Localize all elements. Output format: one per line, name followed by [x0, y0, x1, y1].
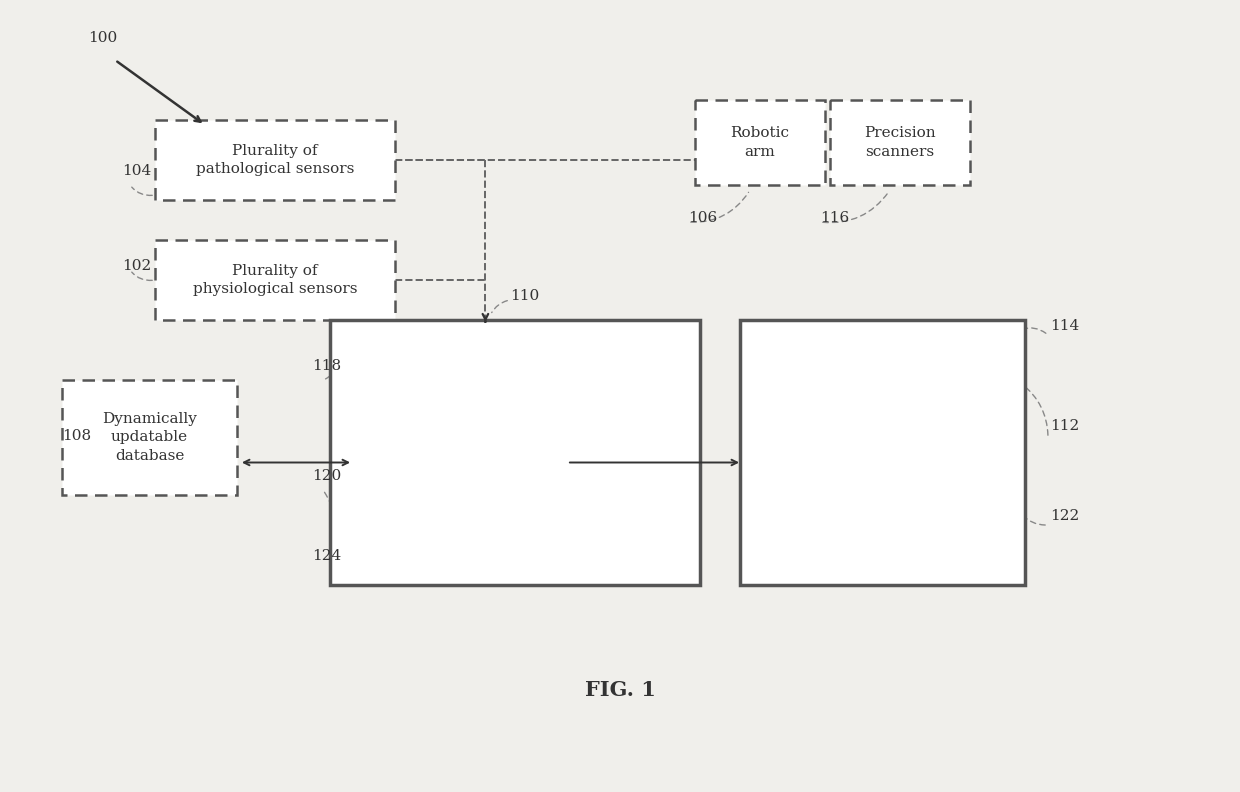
Text: Plurality of
physiological sensors: Plurality of physiological sensors: [192, 264, 357, 296]
Bar: [763, 455, 997, 570]
Text: Communication
module: Communication module: [399, 447, 521, 478]
Bar: [355, 335, 565, 400]
Bar: [694, 100, 825, 185]
Text: 106: 106: [688, 211, 717, 225]
Bar: [355, 510, 565, 575]
Text: Precision
scanners: Precision scanners: [864, 126, 936, 158]
Text: 108: 108: [62, 429, 91, 443]
Text: Report
generation
module: Report generation module: [837, 487, 921, 538]
Text: 102: 102: [122, 259, 151, 273]
Bar: [355, 430, 565, 495]
Text: 112: 112: [1050, 419, 1079, 433]
Text: 118: 118: [312, 359, 341, 373]
Bar: [330, 320, 701, 585]
Bar: [155, 240, 396, 320]
Bar: [155, 120, 396, 200]
Text: FIG. 1: FIG. 1: [584, 680, 656, 700]
Text: Robotic
arm: Robotic arm: [730, 126, 790, 158]
Text: Plurality of
pathological sensors: Plurality of pathological sensors: [196, 144, 355, 176]
Text: 104: 104: [122, 164, 151, 178]
Text: 116: 116: [820, 211, 849, 225]
Text: 100: 100: [88, 31, 118, 45]
Text: 110: 110: [510, 289, 539, 303]
Text: 122: 122: [1050, 509, 1079, 523]
Bar: [830, 100, 970, 185]
Text: Alert generation
module: Alert generation module: [397, 527, 523, 558]
Text: Cognitive
engine: Cognitive engine: [842, 366, 916, 398]
Bar: [763, 335, 997, 430]
Text: 114: 114: [1050, 319, 1079, 333]
Bar: [62, 380, 237, 495]
Text: Anomaly
detection module: Anomaly detection module: [393, 352, 527, 383]
Text: 124: 124: [312, 549, 341, 563]
Text: Dynamically
updatable
database: Dynamically updatable database: [102, 412, 197, 463]
Bar: [740, 320, 1025, 585]
Text: 120: 120: [312, 469, 341, 483]
